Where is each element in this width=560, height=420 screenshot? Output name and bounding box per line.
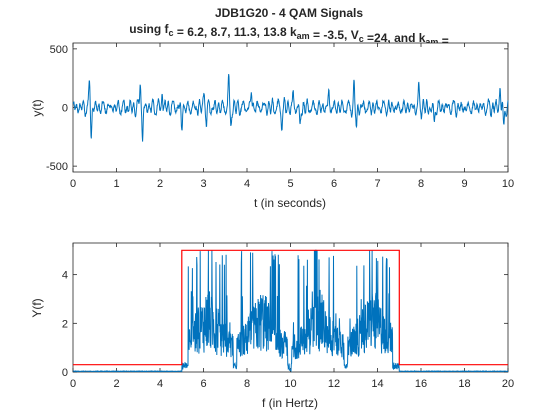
time-xtick-label: 5 xyxy=(287,178,293,190)
time-xtick-label: 10 xyxy=(502,178,514,190)
title-text-run: = xyxy=(438,34,448,48)
time-xtick-label: 4 xyxy=(244,178,250,190)
freq-xtick-label: 14 xyxy=(371,378,383,390)
time-ytick-label: -500 xyxy=(46,161,68,173)
title-text-run: using f xyxy=(129,22,169,36)
freq-xtick-label: 16 xyxy=(415,378,427,390)
freq-xtick-label: 6 xyxy=(200,378,206,390)
freq-xtick-label: 10 xyxy=(284,378,296,390)
title-text-run: =24, and k xyxy=(364,31,426,45)
freq-xtick-label: 20 xyxy=(502,378,514,390)
freq-ytick-label: 2 xyxy=(62,318,68,330)
freq-ytick-label: 4 xyxy=(62,270,68,282)
time-ylabel: y(t) xyxy=(30,99,44,116)
freq-xtick-label: 0 xyxy=(70,378,76,390)
freq-ylabel: Y(f) xyxy=(30,298,44,317)
time-xtick-label: 9 xyxy=(461,178,467,190)
title-subscript: c xyxy=(359,34,364,44)
time-xlabel: t (in seconds) xyxy=(254,196,326,210)
title-text-run: = 6.2, 8.7, 11.3, 13.8 k xyxy=(174,25,297,39)
figure-title-line1: JDB1G20 - 4 QAM Signals xyxy=(215,6,363,20)
time-xtick-label: 0 xyxy=(70,178,76,190)
title-subscript: c xyxy=(169,28,174,38)
time-xtick-label: 2 xyxy=(157,178,163,190)
time-xtick-label: 6 xyxy=(331,178,337,190)
title-subscript: am xyxy=(425,37,438,47)
title-subscript: am xyxy=(297,31,310,41)
freq-xtick-label: 4 xyxy=(157,378,163,390)
spectrum-line xyxy=(72,249,509,373)
time-xtick-label: 7 xyxy=(374,178,380,190)
time-ytick-label: 0 xyxy=(62,103,68,115)
freq-xlabel: f (in Hertz) xyxy=(262,396,318,410)
mask-line xyxy=(73,249,508,366)
freq-xtick-label: 8 xyxy=(244,378,250,390)
freq-xtick-label: 12 xyxy=(328,378,340,390)
freq-plot-area xyxy=(72,242,509,373)
freq-ytick-label: 0 xyxy=(62,367,68,379)
freq-xtick-label: 2 xyxy=(113,378,119,390)
figure-title-line2: using fc = 6.2, 8.7, 11.3, 13.8 kam = -3… xyxy=(129,22,449,48)
title-text-run: = -3.5, V xyxy=(310,28,359,42)
time-xtick-label: 8 xyxy=(418,178,424,190)
time-signal-line xyxy=(72,73,509,142)
freq-axes: 0 2 4 6 8 10 12 14 16 18 20 0 2 4 f (in Hertz) Y(f) xyxy=(30,242,514,410)
time-xtick-label: 1 xyxy=(113,178,119,190)
time-ytick-label: 500 xyxy=(50,44,68,56)
freq-ticks: 0 2 4 6 8 10 12 14 16 18 20 0 2 4 xyxy=(62,243,514,390)
time-xtick-label: 3 xyxy=(200,178,206,190)
freq-xtick-label: 18 xyxy=(458,378,470,390)
